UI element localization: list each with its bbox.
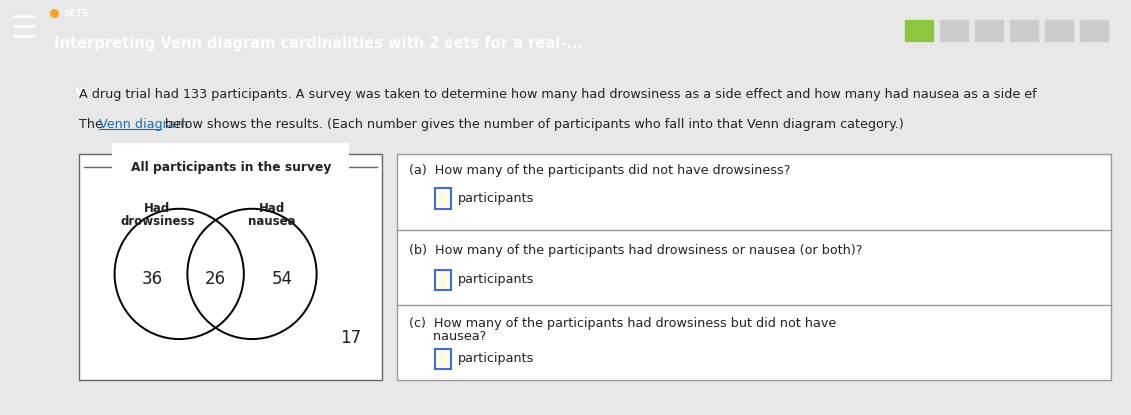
Text: (c)  How many of the participants had drowsiness but did not have: (c) How many of the participants had dro… (409, 317, 837, 330)
Text: nausea?: nausea? (409, 330, 486, 343)
Text: (a)  How many of the participants did not have drowsiness?: (a) How many of the participants did not… (409, 164, 791, 178)
Text: (b)  How many of the participants had drowsiness or nausea (or both)?: (b) How many of the participants had dro… (409, 244, 863, 257)
Bar (435, 270, 451, 290)
Bar (905, 20, 933, 41)
Text: participants: participants (458, 192, 534, 205)
Bar (1010, 20, 1038, 41)
Bar (435, 349, 451, 369)
Text: 36: 36 (141, 270, 163, 288)
Text: Had: Had (259, 202, 285, 215)
Bar (1045, 20, 1073, 41)
Bar (975, 20, 1003, 41)
Text: Venn diagram: Venn diagram (100, 118, 189, 131)
Text: participants: participants (458, 352, 534, 365)
Text: 54: 54 (271, 270, 292, 288)
Text: nausea: nausea (248, 215, 295, 228)
Bar (435, 188, 451, 208)
Text: 26: 26 (205, 270, 226, 288)
Bar (940, 20, 968, 41)
Text: v: v (75, 84, 84, 98)
Text: SETS: SETS (63, 9, 88, 18)
Bar (1080, 20, 1108, 41)
Text: Interpreting Venn diagram cardinalities with 2 sets for a real-...: Interpreting Venn diagram cardinalities … (54, 36, 584, 51)
Bar (79, 154, 382, 380)
Text: All participants in the survey: All participants in the survey (130, 161, 331, 174)
Text: 17: 17 (340, 329, 361, 347)
Text: Had: Had (145, 202, 171, 215)
Text: A drug trial had 133 participants. A survey was taken to determine how many had : A drug trial had 133 participants. A sur… (79, 88, 1037, 101)
Text: The: The (79, 118, 107, 131)
Text: below shows the results. (Each number gives the number of participants who fall : below shows the results. (Each number gi… (161, 118, 904, 131)
Bar (397, 154, 1111, 380)
Text: participants: participants (458, 273, 534, 286)
Text: drowsiness: drowsiness (120, 215, 195, 228)
